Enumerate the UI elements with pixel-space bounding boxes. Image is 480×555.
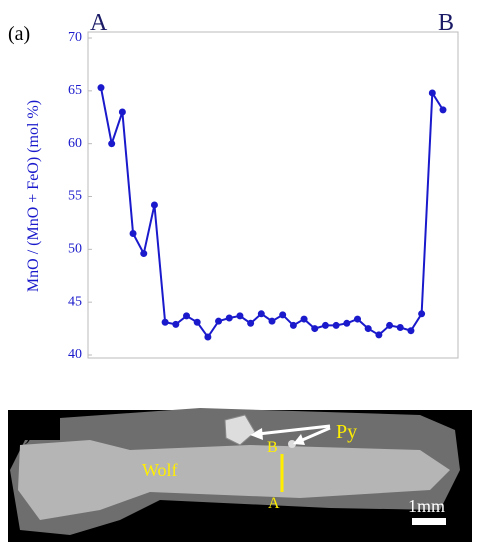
point bbox=[108, 140, 116, 148]
point bbox=[215, 317, 223, 325]
micrograph: (b) Py B A Wolf 1mm bbox=[8, 408, 472, 542]
point bbox=[418, 310, 426, 318]
point bbox=[236, 312, 244, 320]
y-tick-label: 40 bbox=[68, 347, 82, 362]
point bbox=[375, 331, 383, 339]
y-tick-label: 65 bbox=[68, 83, 82, 98]
point bbox=[161, 318, 169, 326]
point bbox=[257, 310, 265, 318]
scale-label: 1mm bbox=[408, 496, 445, 516]
point bbox=[129, 229, 137, 237]
point bbox=[386, 321, 394, 329]
point bbox=[354, 315, 361, 323]
label: Py bbox=[336, 421, 357, 443]
point bbox=[247, 319, 255, 327]
y-tick-label: 45 bbox=[68, 294, 82, 309]
point bbox=[150, 201, 158, 209]
plot-frame bbox=[87, 31, 459, 359]
point bbox=[300, 315, 308, 323]
point bbox=[332, 321, 340, 329]
point bbox=[439, 106, 447, 114]
point bbox=[140, 250, 148, 258]
point bbox=[193, 318, 201, 326]
point bbox=[428, 89, 436, 97]
pyrite-grain bbox=[288, 440, 296, 448]
point bbox=[118, 108, 126, 116]
arrow-head bbox=[293, 434, 305, 445]
scale-bar bbox=[412, 518, 446, 525]
label: B bbox=[267, 439, 278, 456]
point bbox=[172, 320, 180, 328]
panel-label: (b) bbox=[8, 423, 31, 445]
point bbox=[268, 317, 276, 325]
end-label: B bbox=[438, 10, 454, 36]
pyrite-grain bbox=[224, 414, 256, 446]
point bbox=[311, 325, 319, 333]
end-label: A bbox=[90, 10, 108, 36]
point bbox=[97, 84, 105, 92]
arrow bbox=[257, 424, 331, 436]
point bbox=[289, 321, 297, 329]
arrow-head bbox=[250, 428, 263, 440]
y-tick-label: 70 bbox=[68, 30, 82, 45]
point bbox=[364, 325, 372, 333]
point bbox=[279, 311, 287, 319]
line bbox=[100, 87, 444, 339]
panel-label: (a) bbox=[8, 23, 30, 45]
point bbox=[204, 333, 212, 341]
point bbox=[225, 314, 233, 322]
label: Wolf bbox=[142, 460, 178, 480]
point bbox=[396, 324, 404, 332]
y-tick-label: 50 bbox=[68, 242, 82, 257]
label: A bbox=[268, 495, 280, 512]
point bbox=[343, 319, 351, 327]
arrow bbox=[299, 426, 331, 443]
wolframite-grain bbox=[18, 440, 450, 520]
y-tick-label: 60 bbox=[68, 136, 82, 151]
point bbox=[183, 312, 190, 320]
point bbox=[407, 327, 415, 335]
point bbox=[321, 321, 329, 329]
y-tick-label: 55 bbox=[68, 189, 82, 204]
y-axis-label: MnO / (MnO + FeO) (mol %) bbox=[25, 100, 42, 292]
